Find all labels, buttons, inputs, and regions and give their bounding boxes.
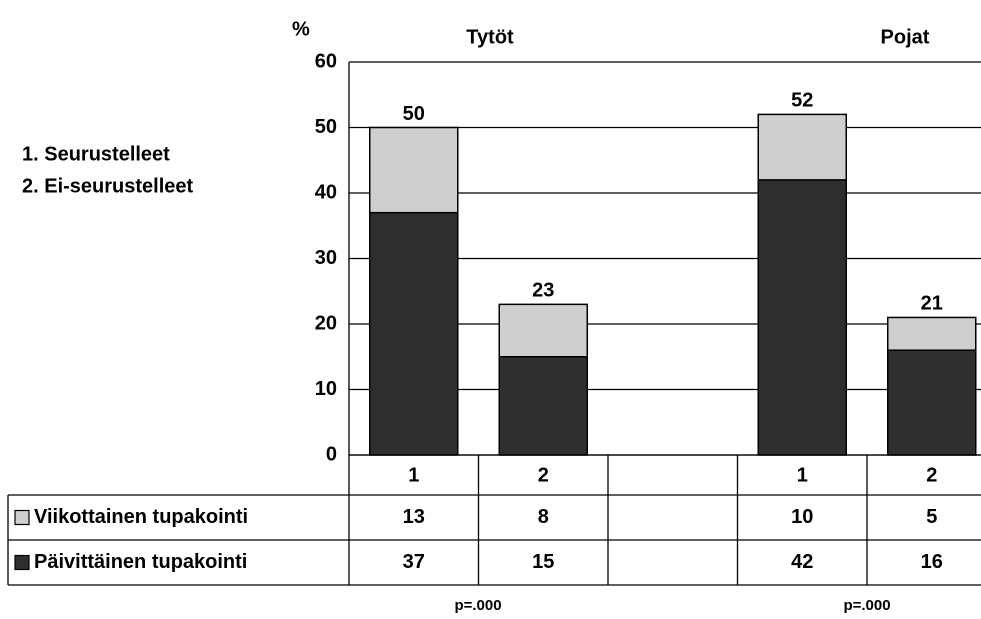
bar-segment [757,113,847,181]
table-value: 15 [532,551,554,573]
table-value: 42 [791,551,813,573]
table-value: 13 [403,506,425,528]
p-value: p=.000 [454,597,501,614]
total-label: 52 [791,90,813,112]
table-value: 37 [403,551,425,573]
bar-segment [498,356,588,456]
legend-swatch [14,554,30,571]
x-tick-label: 2 [538,464,549,486]
x-tick-label: 1 [408,464,419,486]
y-tick-label: 40 [315,181,337,203]
x-tick-label: 1 [797,464,808,486]
total-label: 50 [403,103,425,125]
y-tick-label: 10 [315,378,337,400]
y-tick-label: 20 [315,312,337,334]
table-value: 8 [538,506,549,528]
bar-segment [369,126,459,214]
y-tick-label: 50 [315,116,337,138]
table-value: 16 [921,551,943,573]
legend-label: Päivittäinen tupakointi [34,551,247,573]
total-label: 23 [532,280,554,302]
note: 1. Seurustelleet [22,143,170,165]
bar-segment [887,316,977,351]
bar-segment [369,211,459,456]
group-label: Tytöt [466,26,514,48]
note: 2. Ei-seurustelleet [22,175,194,197]
bar-segment [887,349,977,456]
y-tick-label: 30 [315,247,337,269]
x-tick-label: 2 [926,464,937,486]
p-value: p=.000 [843,597,890,614]
table-value: 10 [791,506,813,528]
bar-segment [757,179,847,456]
bar-segment [498,303,588,358]
y-axis-label: % [292,18,310,40]
y-tick-label: 60 [315,50,337,72]
legend-swatch [14,509,30,526]
table-value: 5 [926,506,937,528]
legend-label: Viikottainen tupakointi [34,506,248,528]
y-tick-label: 0 [326,443,337,465]
group-label: Pojat [881,26,930,48]
total-label: 21 [921,293,943,315]
